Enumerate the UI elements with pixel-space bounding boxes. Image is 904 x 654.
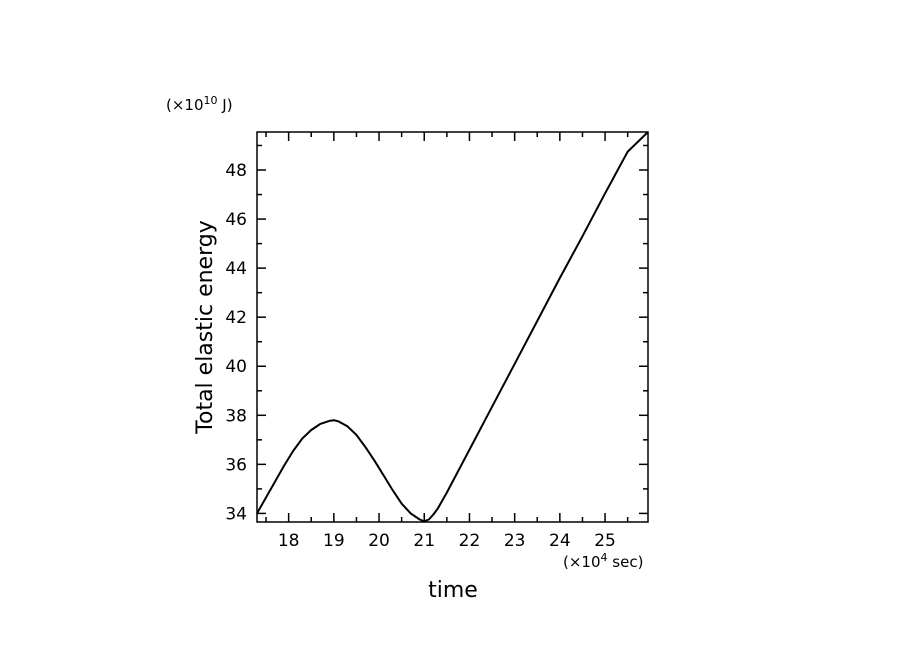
x-tick-label: 20 <box>368 531 390 551</box>
plot-frame <box>256 131 649 523</box>
tick-labels: 18 19 20 21 22 23 24 25 34 36 38 40 42 44 46 48 <box>225 161 616 551</box>
x-tick-label: 19 <box>323 531 345 551</box>
x-unit-label: (×104 sec) <box>563 551 643 571</box>
x-tick-label: 21 <box>413 531 435 551</box>
y-tick-label: 36 <box>225 455 247 475</box>
x-unit-prefix: (×10 <box>563 553 601 571</box>
x-tick-label: 22 <box>459 531 481 551</box>
y-tick-label: 40 <box>225 357 247 377</box>
x-unit-suffix: sec) <box>608 553 644 571</box>
x-axis-title: time <box>428 578 478 603</box>
x-tick-label: 24 <box>549 531 571 551</box>
y-unit-prefix: (×10 <box>166 96 204 114</box>
y-tick-label: 34 <box>225 504 247 524</box>
y-tick-label: 46 <box>225 210 247 230</box>
y-tick-label: 44 <box>225 259 247 279</box>
y-unit-exponent: 10 <box>204 94 218 107</box>
series-line-total-elastic-energy <box>256 131 649 523</box>
y-unit-label: (×1010 J) <box>166 94 233 114</box>
y-tick-label: 42 <box>225 308 247 328</box>
axis-ticks <box>257 132 648 522</box>
x-tick-label: 18 <box>278 531 300 551</box>
x-tick-label: 23 <box>504 531 526 551</box>
y-unit-suffix: J) <box>218 96 233 114</box>
x-tick-label: 25 <box>594 531 616 551</box>
y-axis-title: Total elastic energy <box>193 220 218 434</box>
y-tick-label: 48 <box>225 161 247 181</box>
x-unit-exponent: 4 <box>601 551 608 564</box>
y-tick-label: 38 <box>225 406 247 426</box>
